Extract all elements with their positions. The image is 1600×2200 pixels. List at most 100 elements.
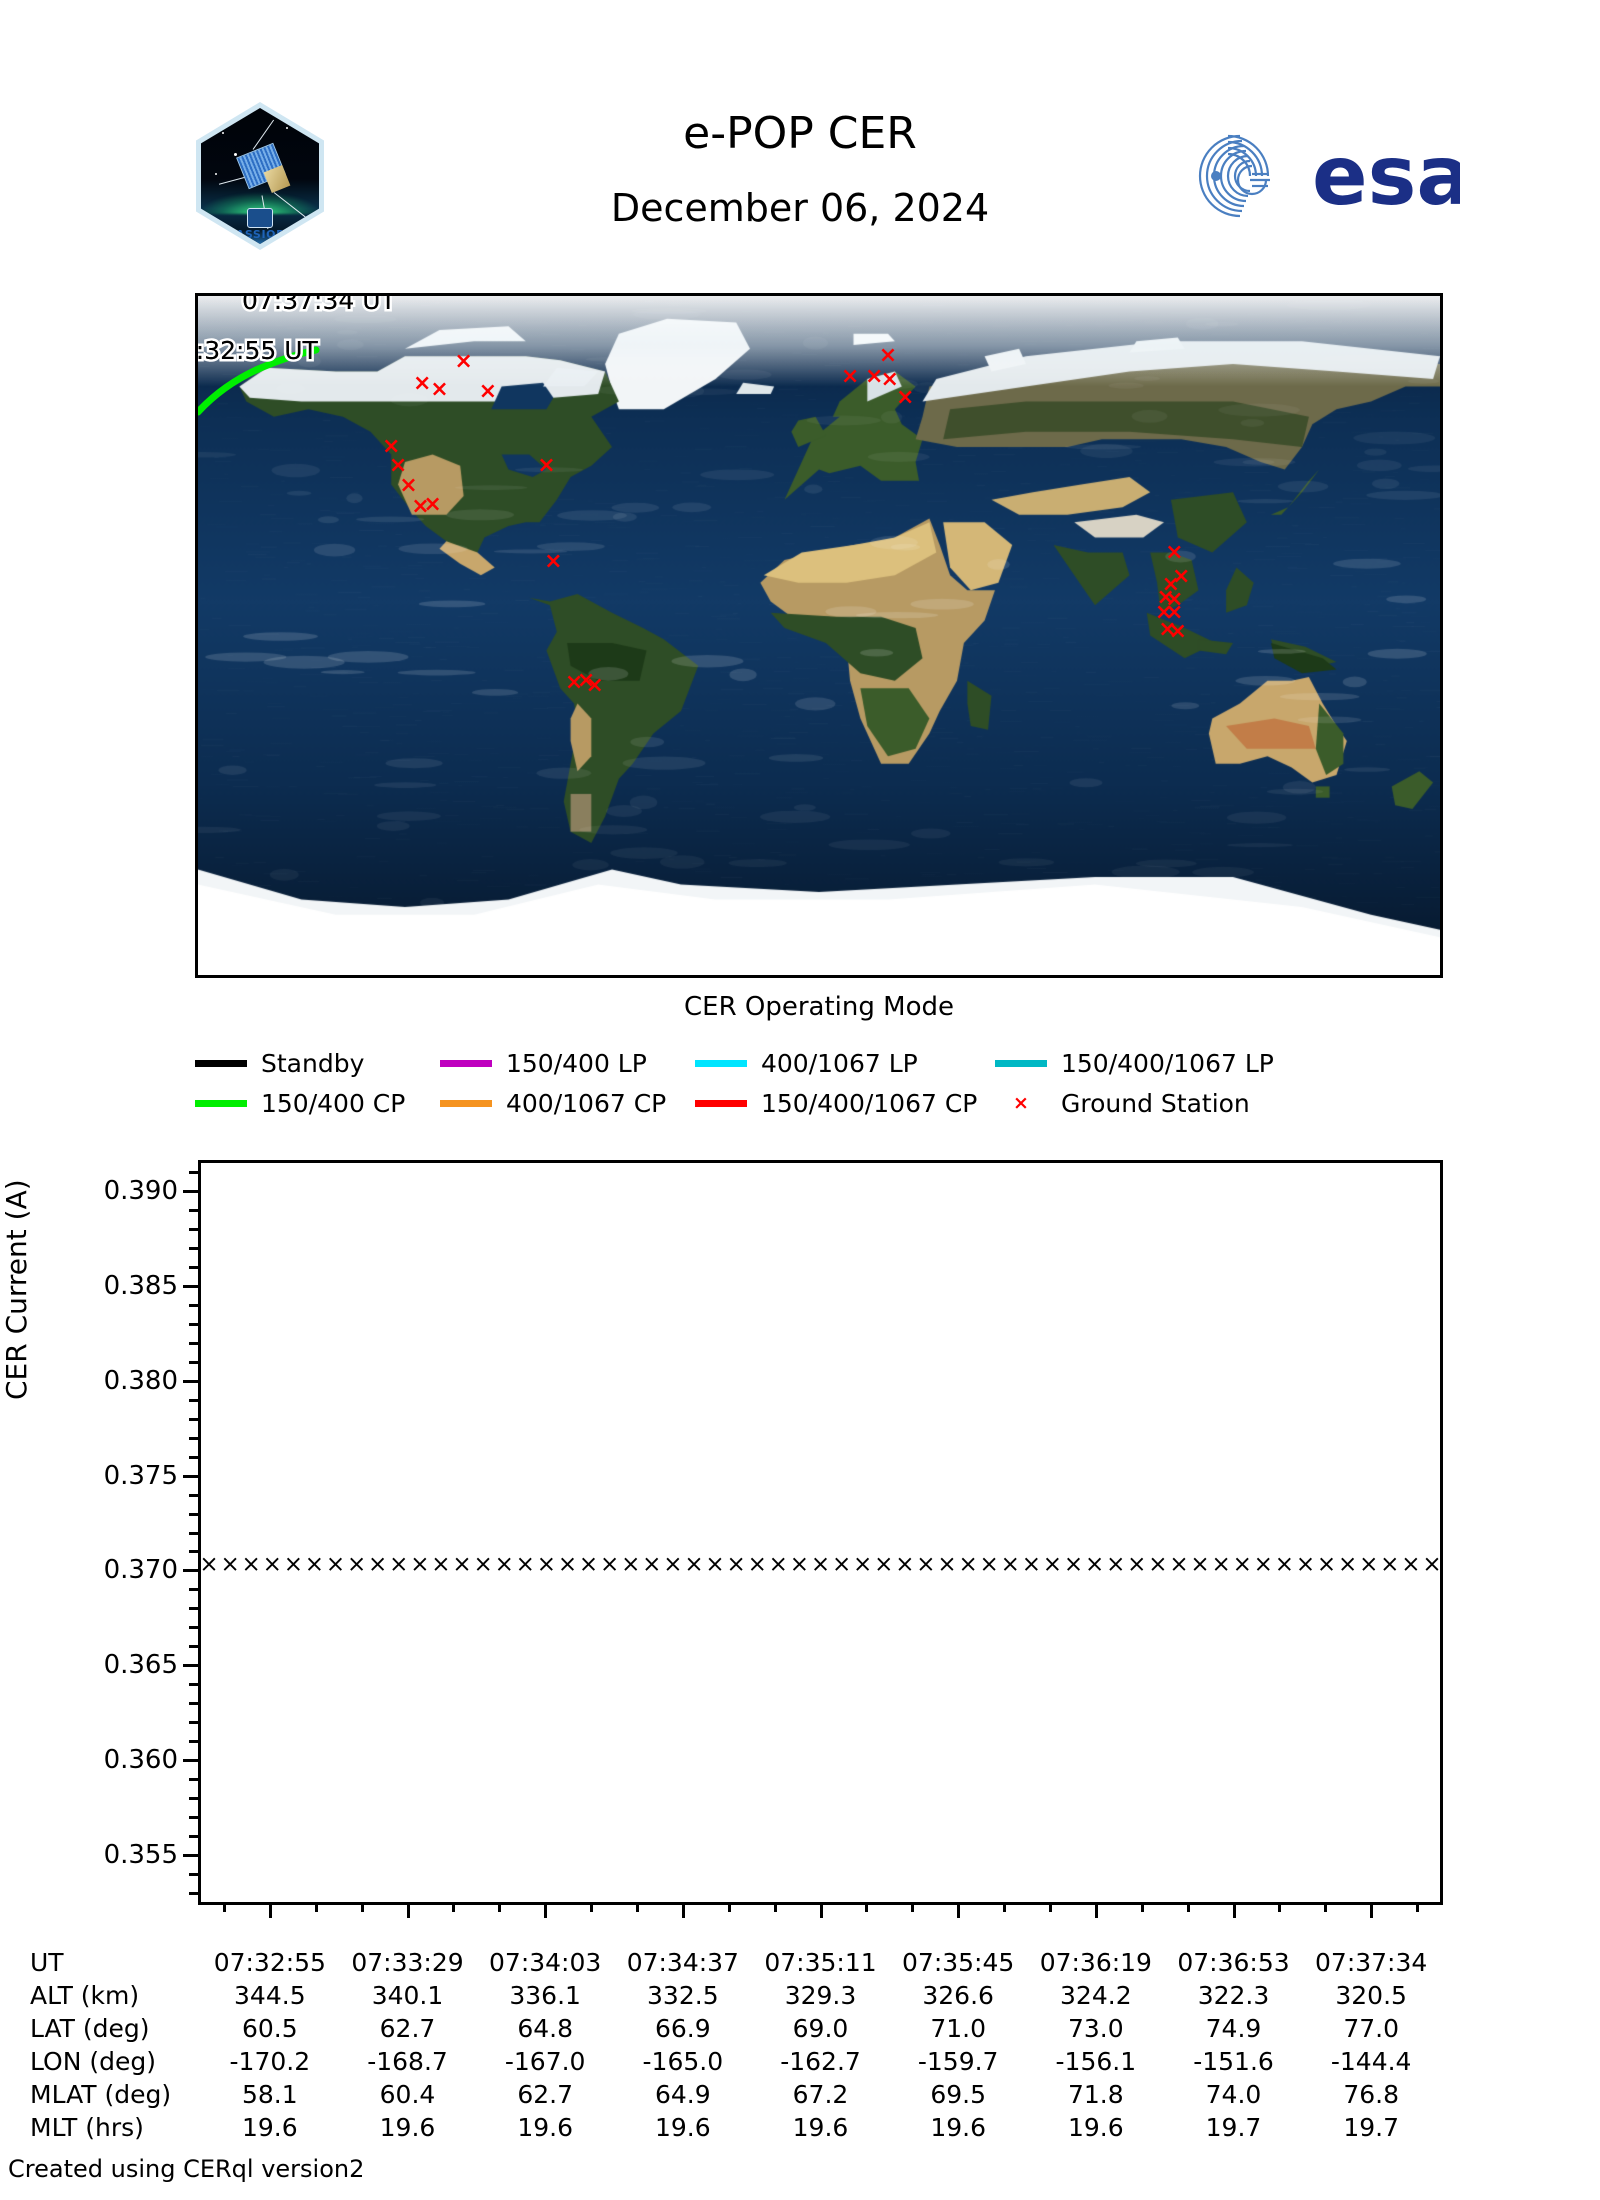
x-axis-minor-tick: [315, 1902, 318, 1912]
x-axis-major-tick: [544, 1902, 547, 1918]
legend-color-swatch: [440, 1100, 492, 1107]
data-point-marker: ×: [1359, 1553, 1378, 1576]
y-axis-tick-label: 0.375: [23, 1461, 178, 1491]
data-point-marker: ×: [727, 1553, 746, 1576]
data-point-marker: ×: [684, 1553, 703, 1576]
cer-current-plot[interactable]: × × × × × × × × × × × × × × × × × × × × × × × × × × × × × × × × × × × × × × × ×…: [198, 1160, 1443, 1905]
table-cell: 19.6: [746, 2113, 896, 2142]
ground-station-marker: ×: [1169, 621, 1187, 643]
legend-item[interactable]: 150/400/1067 LP: [995, 1045, 1274, 1081]
ground-station-marker-icon: ×: [995, 1092, 1047, 1114]
esa-logo-svg: esa: [1180, 128, 1460, 224]
table-cell: 07:37:34: [1296, 1948, 1446, 1977]
legend-item[interactable]: 150/400/1067 CP: [695, 1085, 977, 1121]
footer-credit: Created using CERql version2: [8, 2155, 364, 2183]
table-cell: 19.6: [333, 2113, 483, 2142]
y-axis-minor-tick: [189, 1494, 198, 1497]
x-axis-major-tick: [957, 1902, 960, 1918]
data-point-marker: ×: [916, 1553, 935, 1576]
ground-station-marker: ×: [1165, 542, 1183, 564]
legend-item[interactable]: Standby: [195, 1045, 364, 1081]
y-axis-tick-label: 0.380: [23, 1366, 178, 1396]
x-axis-minor-tick: [911, 1902, 914, 1912]
y-axis-minor-tick: [189, 1361, 198, 1364]
table-cell: -162.7: [746, 2047, 896, 2076]
data-point-marker: ×: [263, 1553, 282, 1576]
data-point-marker: ×: [832, 1553, 851, 1576]
x-axis-minor-tick: [728, 1902, 731, 1912]
y-axis-minor-tick: [189, 1418, 198, 1421]
y-axis-minor-tick: [189, 1683, 198, 1686]
data-point-marker: ×: [220, 1553, 239, 1576]
table-cell: 73.0: [1021, 2014, 1171, 2043]
data-point-marker: ×: [1148, 1553, 1167, 1576]
y-axis-minor-tick: [189, 1702, 198, 1705]
table-cell: 74.0: [1159, 2080, 1309, 2109]
y-axis-major-tick: [183, 1759, 198, 1762]
data-point-marker: ×: [537, 1553, 556, 1576]
legend-item-label: 150/400 CP: [261, 1089, 405, 1118]
x-axis-minor-tick: [1187, 1902, 1190, 1912]
data-point-marker: ×: [1296, 1553, 1315, 1576]
x-axis-minor-tick: [223, 1902, 226, 1912]
y-axis-tick-label: 0.385: [23, 1271, 178, 1301]
epop-cer-quicklook-page: CASSIOPE e-POP CER December 06, 2024: [0, 0, 1600, 2200]
legend-item-label: Ground Station: [1061, 1089, 1250, 1118]
y-axis-minor-tick: [189, 1228, 198, 1231]
x-axis-minor-tick: [590, 1902, 593, 1912]
table-cell: 07:36:19: [1021, 1948, 1171, 1977]
data-point-marker: ×: [431, 1553, 450, 1576]
y-axis-tick-label: 0.370: [23, 1555, 178, 1585]
data-point-marker: ×: [1275, 1553, 1294, 1576]
data-point-marker: ×: [600, 1553, 619, 1576]
legend-item[interactable]: 150/400 CP: [195, 1085, 405, 1121]
legend-row-2: 150/400 CP 400/1067 CP 150/400/1067 CP × Gro…: [195, 1085, 1455, 1121]
table-cell: 66.9: [608, 2014, 758, 2043]
data-point-marker: ×: [326, 1553, 345, 1576]
y-axis-major-tick: [183, 1664, 198, 1667]
y-axis-minor-tick: [189, 1550, 198, 1553]
world-map-panel[interactable]: × × × × × × × × × × × × × × × × × × × × × × × × × × × × 07:37:34 UT…: [195, 293, 1443, 978]
table-cell: 340.1: [333, 1981, 483, 2010]
table-cell: 322.3: [1159, 1981, 1309, 2010]
esa-wordmark: esa: [1312, 129, 1460, 224]
x-axis-major-tick: [1370, 1902, 1373, 1918]
legend-item[interactable]: × Ground Station: [995, 1085, 1250, 1121]
table-cell: 77.0: [1296, 2014, 1446, 2043]
legend-item[interactable]: 150/400 LP: [440, 1045, 647, 1081]
track-start-time-label-fill: 07:32:55 UT: [195, 336, 318, 365]
x-axis-major-tick: [1233, 1902, 1236, 1918]
y-axis-minor-tick: [189, 1873, 198, 1876]
legend-item-label: 150/400 LP: [506, 1049, 647, 1078]
data-point-marker: ×: [980, 1553, 999, 1576]
data-point-marker: ×: [558, 1553, 577, 1576]
table-cell: 07:35:45: [883, 1948, 1033, 1977]
legend-item-label: 400/1067 LP: [761, 1049, 918, 1078]
y-axis-minor-tick: [189, 1342, 198, 1345]
table-cell: 336.1: [470, 1981, 620, 2010]
table-cell: 07:35:11: [746, 1948, 896, 1977]
ground-station-marker: ×: [413, 373, 431, 395]
table-cell: -159.7: [883, 2047, 1033, 2076]
y-axis-minor-tick: [189, 1304, 198, 1307]
data-point-marker: ×: [1254, 1553, 1273, 1576]
table-cell: 60.4: [333, 2080, 483, 2109]
table-row-label: LON (deg): [30, 2047, 156, 2076]
table-cell: 19.7: [1296, 2113, 1446, 2142]
legend-item[interactable]: 400/1067 CP: [440, 1085, 666, 1121]
y-axis-minor-tick: [189, 1645, 198, 1648]
table-cell: 324.2: [1021, 1981, 1171, 2010]
data-point-marker: ×: [895, 1553, 914, 1576]
table-row: MLT (hrs) 19.6 19.6 19.6 19.6 19.6 19.6 19.6 19.…: [0, 2113, 1600, 2146]
y-axis-minor-tick: [189, 1247, 198, 1250]
y-axis-minor-tick: [189, 1456, 198, 1459]
ground-station-marker: ×: [537, 455, 555, 477]
legend-item[interactable]: 400/1067 LP: [695, 1045, 918, 1081]
data-point-marker: ×: [1317, 1553, 1336, 1576]
data-point-marker: ×: [452, 1553, 471, 1576]
esa-swirl-icon: [1200, 136, 1268, 216]
x-axis-major-tick: [1095, 1902, 1098, 1918]
ground-station-marker: ×: [586, 675, 604, 697]
y-axis-minor-tick: [189, 1513, 198, 1516]
data-point-marker: ×: [389, 1553, 408, 1576]
